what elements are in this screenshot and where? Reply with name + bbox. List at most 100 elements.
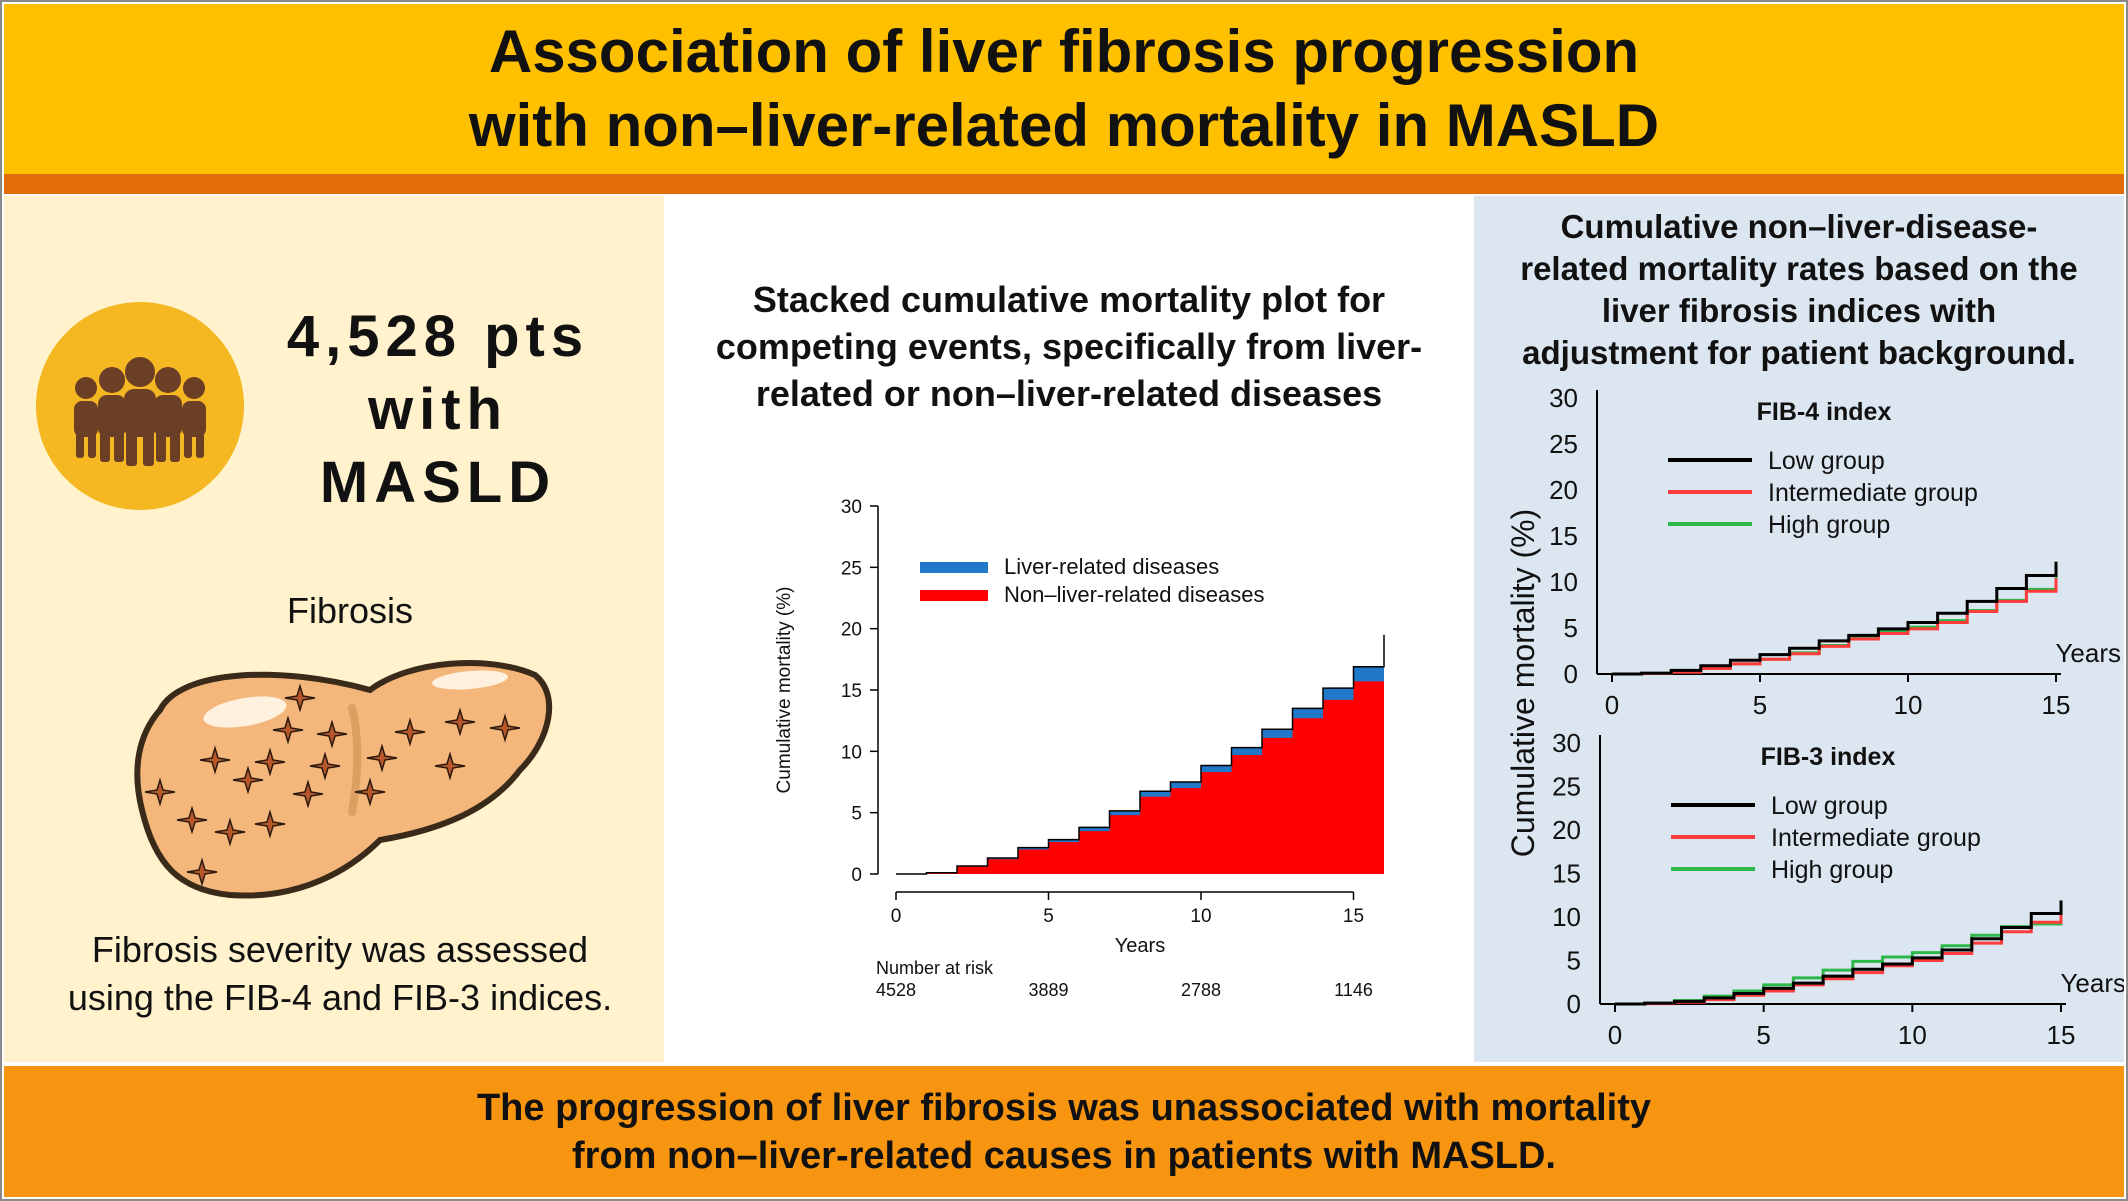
legend-label-non-liver-related: Non–liver-related diseases bbox=[1004, 582, 1264, 607]
fib4-y-tick-label: 0 bbox=[1564, 659, 1578, 689]
fib4-series-line bbox=[1612, 576, 2058, 676]
y-tick-label: 15 bbox=[841, 681, 862, 702]
y-tick-label: 10 bbox=[841, 742, 862, 763]
fib4-x-axis-label: Years bbox=[2055, 638, 2121, 668]
fib3-y-tick-label: 30 bbox=[1552, 728, 1581, 758]
legend-swatch-liver-related bbox=[920, 562, 988, 573]
risk-table-value: 4528 bbox=[876, 980, 916, 1000]
header-banner: Association of liver fibrosis progressio… bbox=[4, 4, 2124, 174]
patient-count: 4,528 pts with MASLD bbox=[258, 300, 618, 519]
middle-panel bbox=[664, 196, 1474, 1062]
x-tick-label: 0 bbox=[891, 906, 902, 927]
stacked-mortality-chart: 0 5 10 15 20 25 30 0 5 10 15 Years Cumulative mortal… bbox=[774, 497, 1385, 1000]
people-figures bbox=[74, 357, 206, 466]
conclusion-text: The progression of liver fibrosis was un… bbox=[477, 1084, 1651, 1180]
fib4-x-tick-label: 10 bbox=[1894, 690, 1923, 720]
fib4-x-tick-label: 5 bbox=[1753, 690, 1767, 720]
patient-count-line-3: MASLD bbox=[319, 450, 557, 515]
risk-table-value: 3889 bbox=[1028, 980, 1068, 1000]
y-axis-label: Cumulative mortality (%) bbox=[1505, 509, 1541, 858]
adjusted-mortality-title: Cumulative non–liver-disease- related mo… bbox=[1474, 206, 2124, 374]
fib3-x-tick-label: 10 bbox=[1898, 1020, 1927, 1050]
stacked-plot-title: Stacked cumulative mortality plot for co… bbox=[664, 276, 1474, 417]
adjusted-mortality-title-line-3: liver fibrosis indices with bbox=[1601, 292, 1997, 329]
title-line-1: Association of liver fibrosis progressio… bbox=[488, 18, 1640, 85]
fib4-y-tick-label: 15 bbox=[1549, 521, 1578, 551]
fibrosis-description: Fibrosis severity was assessed using the… bbox=[10, 926, 670, 1022]
total-mortality-line bbox=[896, 634, 1385, 875]
adjusted-mortality-title-line-4: adjustment for patient background. bbox=[1522, 334, 2076, 371]
fib3-x-tick-label: 15 bbox=[2047, 1020, 2076, 1050]
liver-ligament bbox=[348, 704, 362, 816]
fib3-legend-label: Intermediate group bbox=[1771, 824, 1981, 852]
y-axis-label: Cumulative mortality (%) bbox=[774, 587, 795, 794]
fib4-x-tick-label: 0 bbox=[1605, 690, 1619, 720]
fib-index-charts: Cumulative mortality (%) 0 5 10 15 20 25 30 0 5 10… bbox=[1505, 383, 2124, 1050]
liver-highlight-1 bbox=[203, 696, 287, 728]
conclusion-banner: The progression of liver fibrosis was un… bbox=[4, 1066, 2124, 1197]
liver-shape bbox=[134, 660, 553, 899]
fib3-x-tick-label: 5 bbox=[1756, 1020, 1770, 1050]
fib4-y-tick-label: 5 bbox=[1564, 613, 1578, 643]
fib3-legend-label: Low group bbox=[1771, 792, 1888, 820]
fib3-series-line bbox=[1615, 918, 2063, 1006]
conclusion-line-2: from non–liver-related causes in patient… bbox=[572, 1134, 1556, 1177]
x-tick-label: 5 bbox=[1043, 906, 1054, 927]
y-tick-label: 0 bbox=[851, 865, 862, 886]
fibrosis-marks bbox=[144, 683, 521, 887]
y-tick-label: 25 bbox=[841, 558, 862, 579]
fibrosis-description-line-1: Fibrosis severity was assessed bbox=[91, 929, 589, 970]
legend-swatch-non-liver-related bbox=[920, 590, 988, 601]
liver-icon bbox=[134, 660, 553, 899]
fib4-y-tick-label: 25 bbox=[1549, 429, 1578, 459]
x-tick-label: 10 bbox=[1190, 906, 1211, 927]
fib3-x-tick-label: 0 bbox=[1608, 1020, 1622, 1050]
fib3-y-tick-label: 10 bbox=[1552, 902, 1581, 932]
fib4-y-tick-label: 20 bbox=[1549, 475, 1578, 505]
fib3-legend-label: High group bbox=[1771, 856, 1893, 884]
x-axis-label: Years bbox=[1115, 935, 1165, 957]
fib3-series-line bbox=[1615, 911, 2063, 1006]
x-tick-label: 15 bbox=[1343, 906, 1364, 927]
risk-table-label: Number at risk bbox=[876, 958, 994, 978]
fib3-series-line bbox=[1615, 900, 2063, 1006]
fib3-y-tick-label: 15 bbox=[1552, 859, 1581, 889]
stacked-plot-title-line-1: Stacked cumulative mortality plot for bbox=[752, 279, 1386, 320]
fib4-x-tick-label: 15 bbox=[2042, 690, 2071, 720]
fib4-y-tick-label: 10 bbox=[1549, 567, 1578, 597]
risk-table-value: 1146 bbox=[1334, 980, 1373, 1000]
fibrosis-label: Fibrosis bbox=[286, 590, 414, 631]
fibrosis-description-line-2: using the FIB-4 and FIB-3 indices. bbox=[67, 977, 613, 1018]
fib3-y-tick-label: 20 bbox=[1552, 815, 1581, 845]
fib4-y-tick-label: 30 bbox=[1549, 383, 1578, 413]
stacked-plot-title-line-3: related or non–liver-related diseases bbox=[755, 373, 1383, 414]
risk-table-value: 2788 bbox=[1181, 980, 1221, 1000]
legend-label-liver-related: Liver-related diseases bbox=[1004, 554, 1219, 579]
fib4-legend-label: Low group bbox=[1768, 447, 1885, 475]
fib4-legend-label: High group bbox=[1768, 511, 1890, 539]
adjusted-mortality-title-line-1: Cumulative non–liver-disease- bbox=[1560, 208, 2038, 245]
liver-highlight-2 bbox=[432, 670, 508, 690]
fib3-y-tick-label: 5 bbox=[1567, 946, 1581, 976]
non-liver-related-area bbox=[896, 655, 1384, 874]
patient-count-line-1: 4,528 pts bbox=[286, 304, 590, 369]
fib3-y-tick-label: 0 bbox=[1567, 989, 1581, 1019]
stacked-plot-title-line-2: competing events, specifically from live… bbox=[715, 326, 1423, 367]
fib3-y-tick-label: 25 bbox=[1552, 772, 1581, 802]
fib3-chart-title: FIB-3 index bbox=[1761, 743, 1896, 771]
people-group-icon bbox=[36, 302, 244, 510]
y-tick-label: 30 bbox=[841, 497, 862, 518]
y-tick-label: 20 bbox=[841, 620, 862, 641]
patient-count-line-2: with bbox=[368, 377, 508, 442]
header-divider bbox=[4, 174, 2124, 194]
page-title: Association of liver fibrosis progressio… bbox=[469, 15, 1659, 163]
fib4-chart-title: FIB-4 index bbox=[1757, 398, 1892, 426]
right-panel bbox=[1474, 196, 2124, 1062]
fib3-x-axis-label: Years bbox=[2060, 968, 2124, 998]
y-tick-label: 5 bbox=[851, 804, 862, 825]
conclusion-line-1: The progression of liver fibrosis was un… bbox=[476, 1086, 1652, 1129]
fib4-series-line bbox=[1612, 561, 2058, 676]
fib4-series-line bbox=[1612, 578, 2058, 676]
fib4-legend-label: Intermediate group bbox=[1768, 479, 1978, 507]
